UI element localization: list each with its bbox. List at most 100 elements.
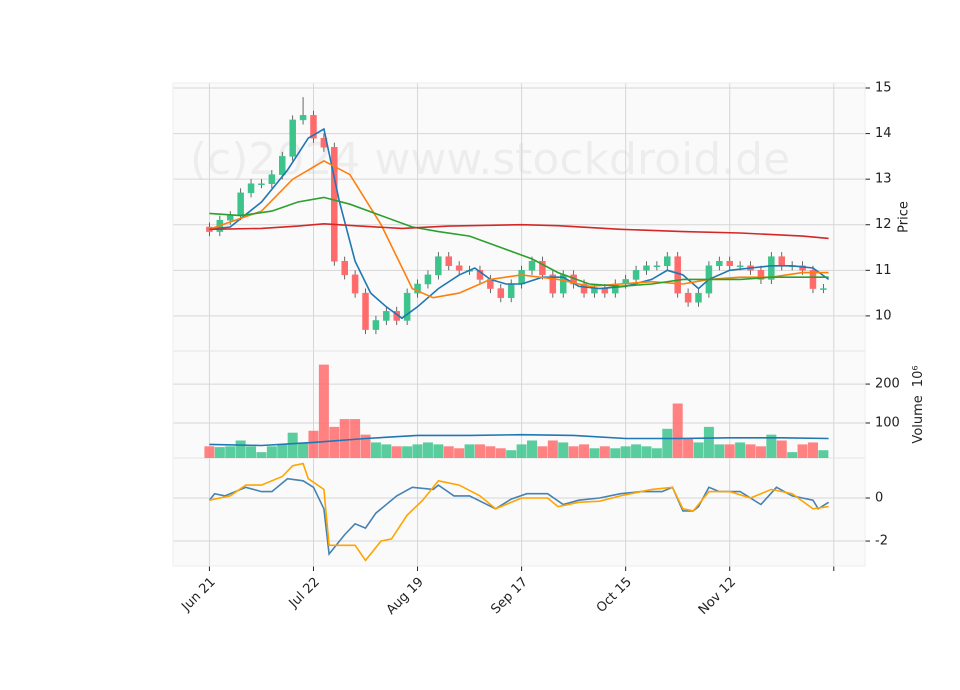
x-tick-label: Sep 17	[488, 575, 531, 618]
y-axis-label: Price	[897, 201, 912, 233]
y-tick-label: 14	[875, 126, 892, 141]
candle-body	[258, 183, 265, 185]
candle-body	[351, 274, 359, 294]
y-tick-label: -2	[875, 534, 888, 549]
candle-body	[362, 292, 369, 330]
volume-bar	[287, 432, 298, 458]
candle-body	[518, 270, 525, 285]
candle-body	[736, 265, 744, 268]
volume-bar	[412, 444, 423, 458]
volume-bar	[318, 364, 329, 458]
candle-body	[341, 260, 348, 276]
candle-body	[653, 265, 661, 268]
volume-bar	[235, 440, 246, 458]
candle-body	[643, 265, 650, 271]
y-tick-label: 10	[875, 308, 892, 323]
candle-body	[799, 265, 806, 271]
x-tick-label: Nov 12	[696, 575, 739, 618]
candle-body	[299, 115, 307, 121]
plot-frame	[172, 82, 866, 567]
candle-body	[601, 288, 609, 294]
x-tick-label: Jul 22	[286, 575, 323, 612]
candle-body	[455, 265, 463, 271]
volume-bar	[579, 444, 590, 458]
candle-body	[289, 119, 296, 157]
volume-bar	[266, 446, 277, 458]
y-tick-label: 15	[875, 81, 892, 96]
volume-bar	[495, 448, 506, 458]
volume-bar	[641, 446, 652, 458]
moving-average-line	[209, 222, 829, 240]
moving-average-line	[209, 462, 829, 562]
candle-body	[247, 183, 255, 194]
candle-body	[632, 270, 640, 280]
volume-bar	[246, 446, 257, 458]
x-tick-label: Aug 19	[384, 575, 427, 618]
volume-bar	[308, 430, 319, 458]
volume-bar	[527, 440, 538, 458]
volume-bar	[610, 448, 621, 458]
candle-body	[674, 256, 681, 294]
volume-bar	[433, 444, 444, 458]
candle-body	[435, 256, 442, 276]
volume-bar	[298, 442, 309, 458]
volume-bar	[818, 450, 829, 458]
candle-body	[403, 292, 411, 321]
volume-bar	[724, 444, 735, 458]
candle-body	[310, 115, 317, 139]
volume-bar	[651, 448, 662, 458]
volume-bar	[370, 442, 381, 458]
candle-body	[383, 311, 390, 321]
volume-bar	[454, 448, 465, 458]
volume-bar	[776, 440, 787, 458]
y-tick-label: 12	[875, 217, 892, 232]
x-tick-label: Jun 21	[178, 575, 218, 615]
candle-body	[809, 270, 817, 289]
volume-bar	[329, 426, 340, 458]
y-axis-label: Volume 10⁶	[911, 365, 926, 443]
candle-body	[726, 260, 733, 267]
candle-body	[497, 288, 505, 298]
candle-body	[820, 288, 827, 290]
candle-body	[591, 288, 598, 294]
plot-background	[173, 83, 865, 566]
volume-bar	[745, 444, 756, 458]
volume-bar	[807, 442, 818, 458]
candle-body	[226, 215, 234, 221]
candle-body	[237, 192, 244, 216]
volume-bar	[277, 444, 288, 458]
volume-bar	[547, 440, 558, 458]
volume-bar	[755, 446, 766, 458]
volume-bar	[599, 446, 610, 458]
candle-body	[580, 283, 588, 294]
candle-body	[768, 256, 775, 280]
candle-body	[684, 292, 692, 303]
volume-bar	[735, 442, 746, 458]
volume-bar	[714, 444, 725, 458]
volume-bar	[703, 426, 714, 458]
y-tick-label: 13	[875, 172, 892, 187]
y-tick-label: 0	[875, 491, 883, 506]
volume-bar	[568, 446, 579, 458]
volume-bar	[631, 444, 642, 458]
volume-bar	[225, 446, 236, 458]
moving-average-line	[209, 159, 829, 299]
candle-body	[695, 292, 702, 303]
candle-body	[549, 274, 557, 294]
candle-body	[414, 283, 421, 294]
volume-bar	[204, 446, 215, 458]
volume-bar	[537, 446, 548, 458]
candle-body	[716, 260, 723, 267]
candle-body	[268, 174, 276, 184]
y-tick-label: 11	[875, 263, 892, 278]
volume-bar	[589, 448, 600, 458]
candle-body	[778, 256, 786, 267]
volume-bar	[672, 403, 683, 458]
volume-bar	[516, 444, 527, 458]
y-axis-label-name: Volume	[911, 395, 926, 443]
volume-bar	[620, 446, 631, 458]
volume-bar	[558, 442, 569, 458]
volume-bar	[214, 447, 225, 458]
volume-bar	[506, 450, 517, 458]
